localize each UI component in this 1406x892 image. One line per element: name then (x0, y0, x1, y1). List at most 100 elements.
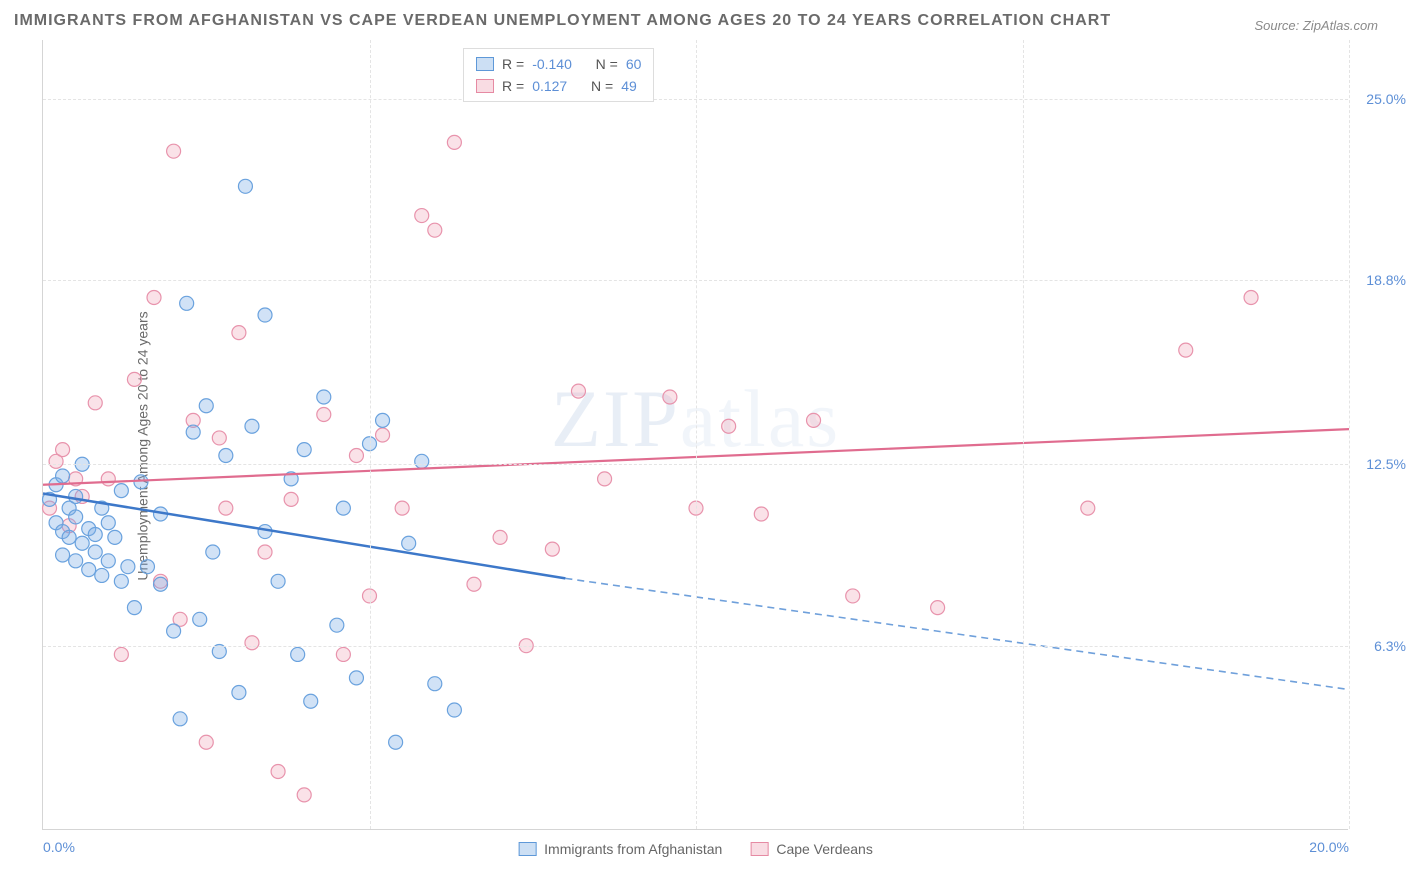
legend-row-blue: R = -0.140 N = 60 (476, 53, 641, 75)
legend-label: Immigrants from Afghanistan (544, 841, 722, 857)
r-label: R = (502, 75, 524, 97)
swatch-pink-icon (476, 79, 494, 93)
regression-line (565, 578, 1349, 689)
gridline-v (1023, 40, 1024, 829)
scatter-point (193, 612, 207, 626)
scatter-point (219, 448, 233, 462)
scatter-point (402, 536, 416, 550)
swatch-pink-icon (750, 842, 768, 856)
scatter-point (722, 419, 736, 433)
y-tick-label: 6.3% (1354, 638, 1406, 654)
scatter-point (376, 428, 390, 442)
scatter-point (69, 510, 83, 524)
scatter-point (206, 545, 220, 559)
scatter-point (167, 144, 181, 158)
x-tick-label: 0.0% (43, 839, 75, 855)
legend-item-cape-verdean: Cape Verdeans (750, 841, 873, 857)
x-tick-label: 20.0% (1309, 839, 1349, 855)
scatter-point (101, 472, 115, 486)
scatter-point (415, 209, 429, 223)
scatter-point (447, 703, 461, 717)
scatter-point (114, 574, 128, 588)
gridline-v (696, 40, 697, 829)
n-label: N = (591, 75, 613, 97)
legend-series: Immigrants from Afghanistan Cape Verdean… (518, 841, 873, 857)
scatter-point (317, 408, 331, 422)
scatter-point (69, 489, 83, 503)
scatter-point (245, 419, 259, 433)
scatter-point (428, 223, 442, 237)
scatter-point (271, 574, 285, 588)
scatter-point (545, 542, 559, 556)
r-label: R = (502, 53, 524, 75)
scatter-point (88, 545, 102, 559)
scatter-point (108, 530, 122, 544)
n-value-pink: 49 (621, 75, 637, 97)
scatter-point (258, 308, 272, 322)
scatter-point (349, 448, 363, 462)
swatch-blue-icon (518, 842, 536, 856)
scatter-point (447, 135, 461, 149)
scatter-point (114, 647, 128, 661)
scatter-point (154, 577, 168, 591)
scatter-point (284, 492, 298, 506)
scatter-point (336, 501, 350, 515)
scatter-point (212, 431, 226, 445)
chart-title: IMMIGRANTS FROM AFGHANISTAN VS CAPE VERD… (14, 12, 1111, 30)
scatter-point (297, 443, 311, 457)
scatter-point (389, 735, 403, 749)
scatter-point (807, 413, 821, 427)
scatter-point (147, 290, 161, 304)
scatter-point (304, 694, 318, 708)
scatter-point (180, 296, 194, 310)
scatter-point (101, 554, 115, 568)
source-credit: Source: ZipAtlas.com (1254, 18, 1378, 33)
scatter-point (846, 589, 860, 603)
plot-area: ZIPatlas R = -0.140 N = 60 R = 0.127 N =… (42, 40, 1348, 830)
swatch-blue-icon (476, 57, 494, 71)
n-value-blue: 60 (626, 53, 642, 75)
scatter-point (598, 472, 612, 486)
n-label: N = (596, 53, 618, 75)
scatter-point (754, 507, 768, 521)
scatter-point (82, 563, 96, 577)
scatter-point (493, 530, 507, 544)
scatter-point (140, 560, 154, 574)
scatter-point (271, 764, 285, 778)
scatter-point (1179, 343, 1193, 357)
scatter-point (349, 671, 363, 685)
scatter-point (199, 399, 213, 413)
scatter-point (127, 372, 141, 386)
scatter-point (75, 536, 89, 550)
y-tick-label: 18.8% (1354, 272, 1406, 288)
scatter-point (56, 443, 70, 457)
scatter-point (62, 530, 76, 544)
scatter-point (258, 545, 272, 559)
scatter-point (127, 601, 141, 615)
scatter-point (232, 326, 246, 340)
scatter-point (336, 647, 350, 661)
legend-row-pink: R = 0.127 N = 49 (476, 75, 641, 97)
scatter-point (467, 577, 481, 591)
scatter-point (245, 636, 259, 650)
scatter-point (571, 384, 585, 398)
scatter-point (95, 568, 109, 582)
gridline-v (1349, 40, 1350, 829)
scatter-point (56, 548, 70, 562)
scatter-point (238, 179, 252, 193)
scatter-point (186, 425, 200, 439)
scatter-point (88, 527, 102, 541)
legend-item-afghanistan: Immigrants from Afghanistan (518, 841, 722, 857)
scatter-point (330, 618, 344, 632)
scatter-point (415, 454, 429, 468)
scatter-point (931, 601, 945, 615)
scatter-point (69, 554, 83, 568)
r-value-pink: 0.127 (532, 75, 567, 97)
scatter-point (428, 677, 442, 691)
scatter-point (1244, 290, 1258, 304)
scatter-point (219, 501, 233, 515)
scatter-point (199, 735, 213, 749)
gridline-v (370, 40, 371, 829)
scatter-point (232, 685, 246, 699)
scatter-point (395, 501, 409, 515)
